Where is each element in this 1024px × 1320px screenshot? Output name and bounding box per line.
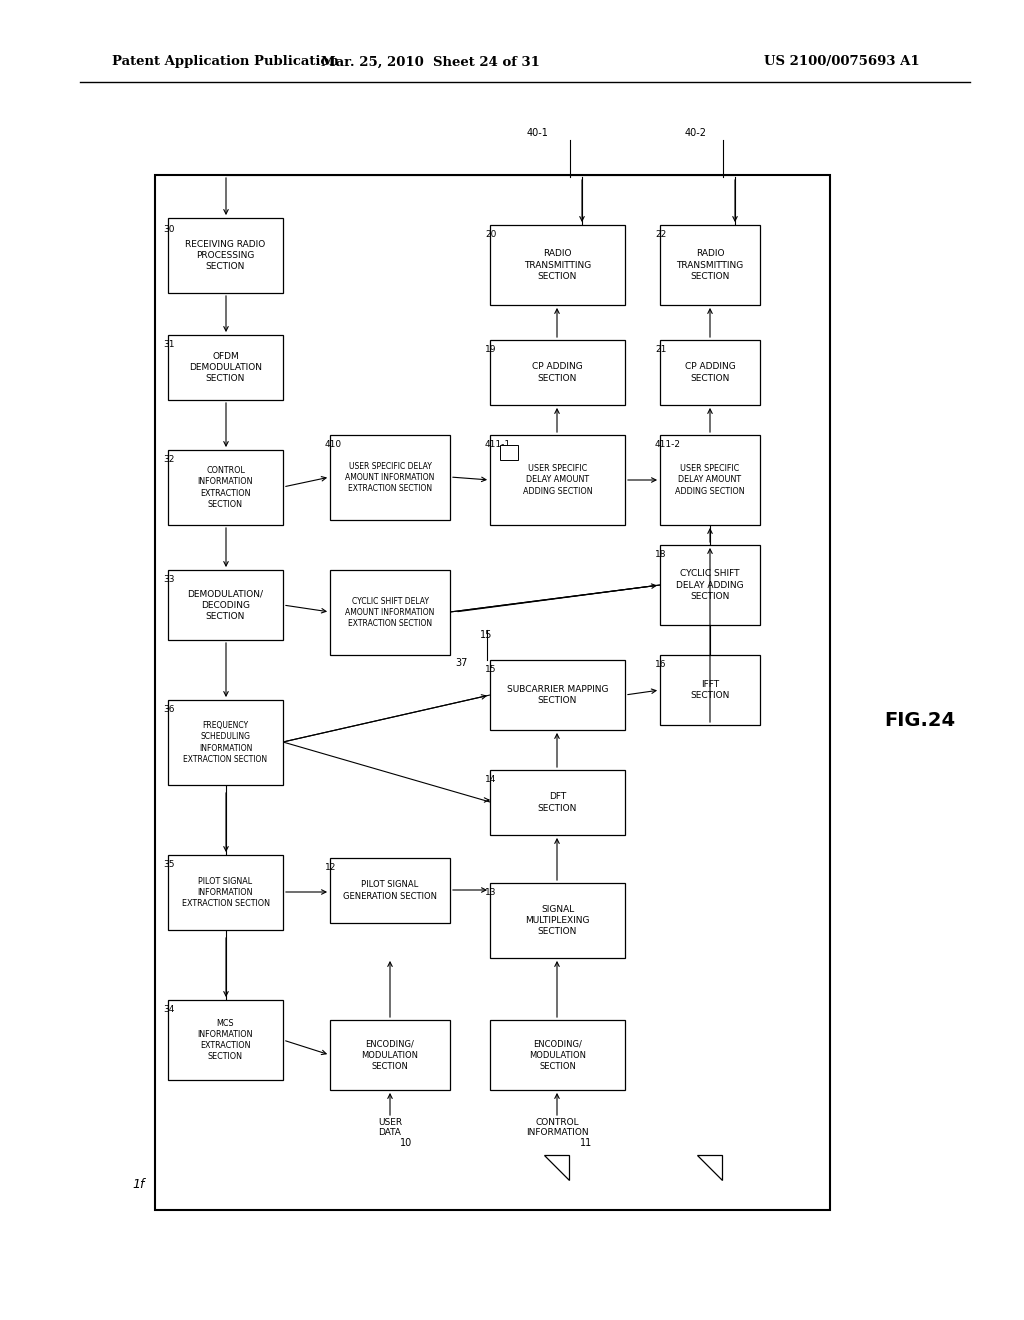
- Text: 12: 12: [325, 863, 336, 873]
- Text: 20: 20: [485, 230, 497, 239]
- Text: 410: 410: [325, 440, 342, 449]
- Bar: [660, 655, 760, 725]
- Text: USER SPECIFIC DELAY
AMOUNT INFORMATION
EXTRACTION SECTION: USER SPECIFIC DELAY AMOUNT INFORMATION E…: [345, 462, 434, 494]
- Text: CONTROL
INFORMATION: CONTROL INFORMATION: [525, 1118, 589, 1138]
- Bar: [168, 218, 283, 293]
- Bar: [168, 700, 283, 785]
- Text: Patent Application Publication: Patent Application Publication: [112, 55, 339, 69]
- Text: CYCLIC SHIFT
DELAY ADDING
SECTION: CYCLIC SHIFT DELAY ADDING SECTION: [676, 569, 743, 601]
- Text: 33: 33: [163, 576, 174, 583]
- Text: CYCLIC SHIFT DELAY
AMOUNT INFORMATION
EXTRACTION SECTION: CYCLIC SHIFT DELAY AMOUNT INFORMATION EX…: [345, 597, 434, 628]
- Bar: [168, 1001, 283, 1080]
- Polygon shape: [545, 1155, 569, 1180]
- Text: 22: 22: [655, 230, 667, 239]
- Text: PILOT SIGNAL
GENERATION SECTION: PILOT SIGNAL GENERATION SECTION: [343, 880, 437, 900]
- Text: US 2100/0075693 A1: US 2100/0075693 A1: [764, 55, 920, 69]
- Bar: [660, 436, 760, 525]
- Text: 34: 34: [163, 1005, 174, 1014]
- Text: MCS
INFORMATION
EXTRACTION
SECTION: MCS INFORMATION EXTRACTION SECTION: [198, 1019, 253, 1061]
- Text: 10: 10: [400, 1138, 413, 1148]
- Bar: [168, 855, 283, 931]
- Text: 18: 18: [655, 550, 667, 558]
- Bar: [660, 341, 760, 405]
- Text: RECEIVING RADIO
PROCESSING
SECTION: RECEIVING RADIO PROCESSING SECTION: [185, 240, 265, 271]
- Text: FIG.24: FIG.24: [885, 710, 955, 730]
- Text: CP ADDING
SECTION: CP ADDING SECTION: [685, 363, 735, 383]
- Text: SUBCARRIER MAPPING
SECTION: SUBCARRIER MAPPING SECTION: [507, 685, 608, 705]
- Text: DEMODULATION/
DECODING
SECTION: DEMODULATION/ DECODING SECTION: [187, 590, 263, 620]
- Text: 21: 21: [655, 345, 667, 354]
- Text: 19: 19: [485, 345, 497, 354]
- Text: FREQUENCY
SCHEDULING
INFORMATION
EXTRACTION SECTION: FREQUENCY SCHEDULING INFORMATION EXTRACT…: [183, 721, 267, 764]
- Text: 411-2: 411-2: [655, 440, 681, 449]
- Bar: [490, 341, 625, 405]
- Text: CP ADDING
SECTION: CP ADDING SECTION: [532, 363, 583, 383]
- Text: 40-1: 40-1: [527, 128, 549, 139]
- Bar: [168, 335, 283, 400]
- Text: 16: 16: [655, 660, 667, 669]
- Text: 13: 13: [485, 888, 497, 898]
- Text: 11: 11: [580, 1138, 592, 1148]
- Text: USER
DATA: USER DATA: [378, 1118, 402, 1138]
- Bar: [168, 570, 283, 640]
- Text: IFFT
SECTION: IFFT SECTION: [690, 680, 730, 700]
- Bar: [500, 445, 518, 459]
- Text: SIGNAL
MULTIPLEXING
SECTION: SIGNAL MULTIPLEXING SECTION: [525, 906, 590, 936]
- Bar: [490, 883, 625, 958]
- Bar: [490, 224, 625, 305]
- Text: 15: 15: [485, 665, 497, 675]
- Text: 40-2: 40-2: [685, 128, 707, 139]
- Text: 1f: 1f: [133, 1179, 145, 1192]
- Bar: [330, 1020, 450, 1090]
- Bar: [330, 436, 450, 520]
- Text: 36: 36: [163, 705, 174, 714]
- Bar: [490, 1020, 625, 1090]
- Text: ENCODING/
MODULATION
SECTION: ENCODING/ MODULATION SECTION: [361, 1039, 419, 1071]
- Text: RADIO
TRANSMITTING
SECTION: RADIO TRANSMITTING SECTION: [677, 249, 743, 281]
- Bar: [490, 770, 625, 836]
- Bar: [660, 224, 760, 305]
- Bar: [490, 436, 625, 525]
- Text: ENCODING/
MODULATION
SECTION: ENCODING/ MODULATION SECTION: [529, 1039, 586, 1071]
- Text: 37: 37: [455, 657, 467, 668]
- Bar: [168, 450, 283, 525]
- Bar: [155, 176, 830, 1210]
- Text: DFT
SECTION: DFT SECTION: [538, 792, 578, 813]
- Text: PILOT SIGNAL
INFORMATION
EXTRACTION SECTION: PILOT SIGNAL INFORMATION EXTRACTION SECT…: [181, 876, 269, 908]
- Bar: [490, 660, 625, 730]
- Text: USER SPECIFIC
DELAY AMOUNT
ADDING SECTION: USER SPECIFIC DELAY AMOUNT ADDING SECTIO…: [675, 465, 744, 495]
- Text: 31: 31: [163, 341, 174, 348]
- Text: Mar. 25, 2010  Sheet 24 of 31: Mar. 25, 2010 Sheet 24 of 31: [321, 55, 540, 69]
- Text: 14: 14: [485, 775, 497, 784]
- Text: OFDM
DEMODULATION
SECTION: OFDM DEMODULATION SECTION: [189, 352, 262, 383]
- Bar: [330, 570, 450, 655]
- Bar: [660, 545, 760, 624]
- Text: RADIO
TRANSMITTING
SECTION: RADIO TRANSMITTING SECTION: [524, 249, 591, 281]
- Polygon shape: [697, 1155, 723, 1180]
- Text: USER SPECIFIC
DELAY AMOUNT
ADDING SECTION: USER SPECIFIC DELAY AMOUNT ADDING SECTIO…: [522, 465, 592, 495]
- Text: 30: 30: [163, 224, 174, 234]
- Text: 32: 32: [163, 455, 174, 465]
- Text: 35: 35: [163, 861, 174, 869]
- Text: CONTROL
INFORMATION
EXTRACTION
SECTION: CONTROL INFORMATION EXTRACTION SECTION: [198, 466, 253, 508]
- Bar: [330, 858, 450, 923]
- Text: 15: 15: [480, 630, 493, 640]
- Text: 411-1: 411-1: [485, 440, 511, 449]
